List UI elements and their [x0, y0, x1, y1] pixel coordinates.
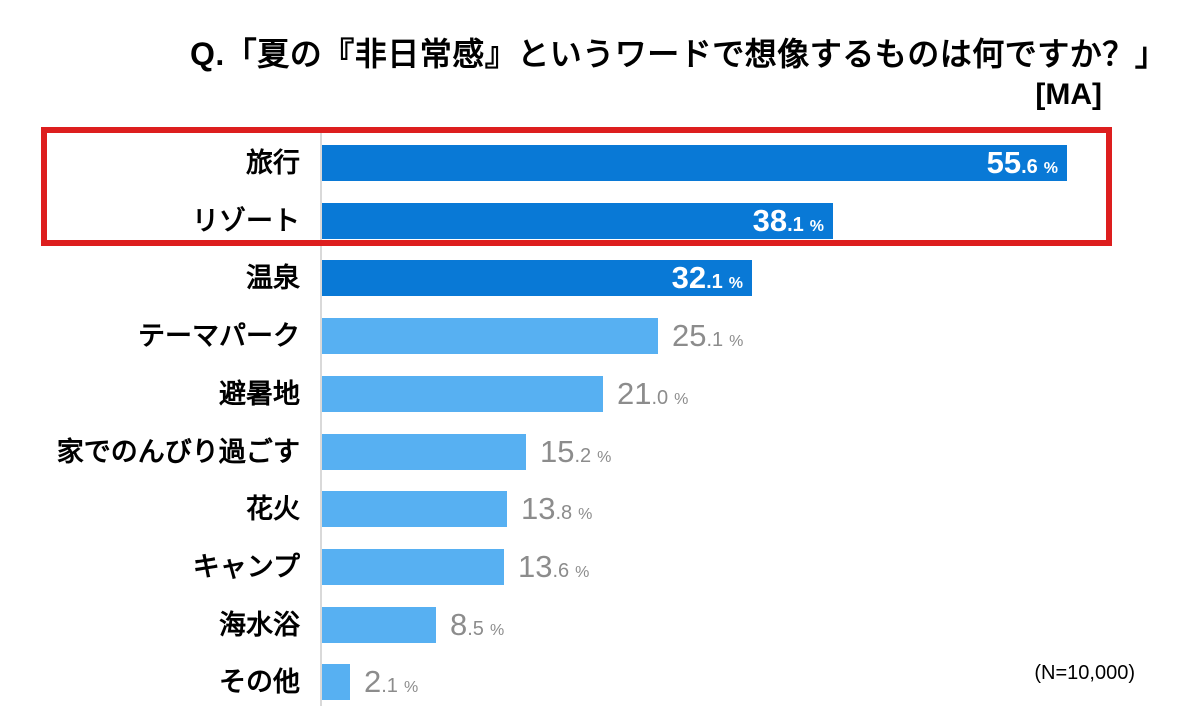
bar	[322, 607, 436, 643]
bar	[322, 376, 603, 412]
chart-row: その他 2.1%	[0, 664, 1200, 700]
category-label: その他	[219, 667, 300, 697]
category-label: 海水浴	[219, 610, 300, 640]
bar: 32.1%	[322, 260, 752, 296]
chart-row: 旅行 55.6%	[0, 145, 1200, 181]
value-label: 13.6%	[518, 549, 590, 584]
value-label: 55.6%	[986, 145, 1058, 180]
category-label: 避暑地	[219, 379, 300, 409]
value-label: 25.1%	[672, 318, 744, 353]
bar	[322, 434, 526, 470]
bar: 38.1%	[322, 203, 833, 239]
chart-row: 温泉 32.1%	[0, 260, 1200, 296]
value-label: 8.5%	[450, 607, 505, 642]
value-label: 38.1%	[752, 203, 824, 238]
category-label: 花火	[246, 494, 300, 524]
chart-row: 海水浴 8.5%	[0, 607, 1200, 643]
sample-size-note: (N=10,000)	[1034, 662, 1135, 684]
chart-row: リゾート 38.1%	[0, 203, 1200, 239]
chart-row: 避暑地 21.0%	[0, 376, 1200, 412]
bar: 55.6%	[322, 145, 1067, 181]
value-label: 15.2%	[540, 434, 612, 469]
chart-row: 家でのんびり過ごす 15.2%	[0, 434, 1200, 470]
category-label: 家でのんびり過ごす	[56, 437, 300, 467]
bar	[322, 318, 658, 354]
bar	[322, 549, 504, 585]
category-label: 温泉	[246, 263, 300, 293]
chart-title: Q.「夏の『非日常感』というワードで想像するものは何ですか？」 [MA]	[190, 32, 1168, 114]
chart-row: キャンプ 13.6%	[0, 549, 1200, 585]
category-label: テーマパーク	[138, 321, 300, 351]
category-label: キャンプ	[192, 552, 300, 582]
category-label: 旅行	[246, 148, 300, 178]
value-label: 32.1%	[671, 260, 743, 295]
value-label: 21.0%	[617, 376, 689, 411]
bar	[322, 491, 507, 527]
value-label: 2.1%	[364, 664, 419, 699]
chart-title-ma-tag: [MA]	[1035, 78, 1102, 111]
chart-title-question: Q.「夏の『非日常感』というワードで想像するものは何ですか？」	[190, 36, 1168, 72]
category-label: リゾート	[192, 206, 300, 236]
chart-row: テーマパーク 25.1%	[0, 318, 1200, 354]
bar	[322, 664, 350, 700]
value-label: 13.8%	[521, 491, 593, 526]
chart-row: 花火 13.8%	[0, 491, 1200, 527]
y-axis-line	[320, 128, 322, 706]
